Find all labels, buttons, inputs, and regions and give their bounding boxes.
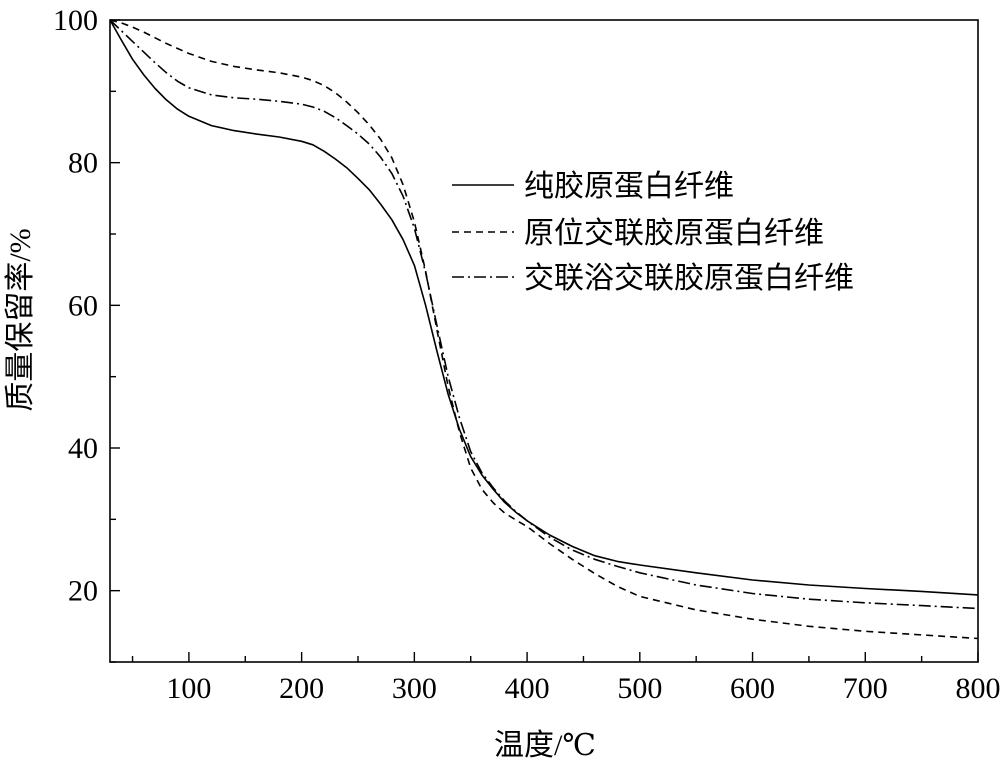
series-line-3	[110, 20, 978, 609]
series-line-2	[110, 20, 978, 639]
x-tick-label: 700	[843, 672, 888, 705]
y-tick-label: 80	[68, 147, 98, 180]
x-tick-label: 200	[279, 672, 324, 705]
x-tick-label: 300	[392, 672, 437, 705]
x-axis-ticks: 100 200 300 400 500 600 700 800	[133, 652, 1000, 705]
series-line-1	[110, 20, 978, 595]
plot-frame	[110, 20, 978, 662]
plot-border	[110, 20, 978, 662]
x-tick-label: 100	[166, 672, 211, 705]
legend-label-3: 交联浴交联胶原蛋白纤维	[524, 262, 854, 295]
legend-label-1: 纯胶原蛋白纤维	[524, 170, 734, 203]
y-tick-label: 60	[68, 289, 98, 322]
y-axis-title: 质量保留率/%	[4, 228, 37, 411]
y-tick-label: 40	[68, 432, 98, 465]
y-tick-label: 100	[53, 4, 98, 37]
legend-label-2: 原位交联胶原蛋白纤维	[524, 217, 824, 250]
y-tick-label: 20	[68, 575, 98, 608]
x-tick-label: 800	[956, 672, 1000, 705]
x-tick-label: 500	[617, 672, 662, 705]
series-layer	[110, 20, 978, 639]
x-tick-label: 600	[730, 672, 775, 705]
x-axis-title: 温度/℃	[494, 729, 596, 762]
x-tick-label: 400	[505, 672, 550, 705]
